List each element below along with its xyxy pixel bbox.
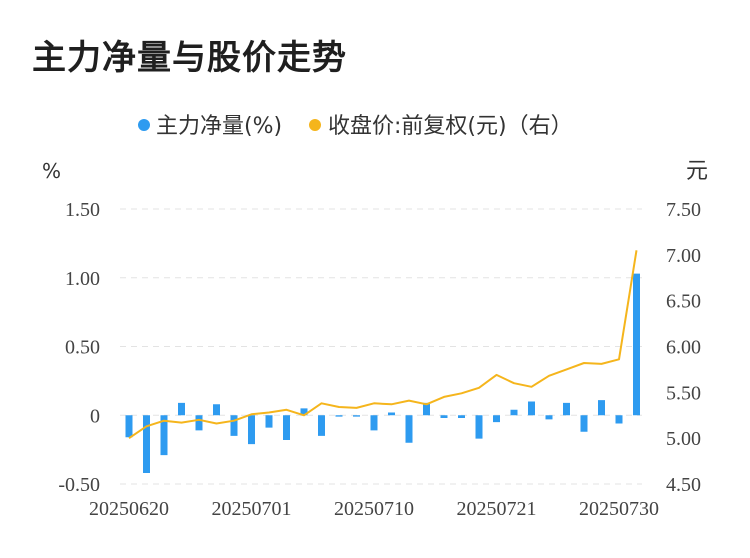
net-volume-bar	[248, 415, 255, 445]
legend-marker-net-volume	[138, 119, 150, 131]
net-volume-bar	[580, 415, 588, 432]
x-tick-label: 20250620	[89, 498, 169, 520]
net-volume-bar	[335, 415, 343, 417]
net-volume-bar	[283, 415, 290, 440]
net-volume-bar	[353, 415, 360, 417]
net-volume-bar	[545, 415, 553, 420]
net-volume-bar	[213, 404, 220, 416]
net-volume-bar	[370, 415, 378, 431]
x-axis-ticks: 20250620 20250701 20250710 20250721 20250730	[89, 498, 659, 520]
net-volume-bar	[178, 402, 185, 416]
net-volume-bar	[300, 408, 308, 416]
net-volume-bar	[160, 415, 168, 456]
x-tick-label: 20250730	[579, 498, 659, 520]
left-tick-label: 1.50	[65, 199, 100, 221]
x-tick-label: 20250721	[457, 498, 537, 520]
net-volume-bar	[230, 415, 238, 436]
net-volume-bar	[633, 273, 640, 416]
legend-label-close-price: 收盘价:前复权(元)（右）	[328, 114, 573, 139]
left-tick-label: 1.00	[65, 268, 100, 290]
net-volume-bar	[143, 415, 150, 473]
right-tick-label: 4.50	[666, 474, 701, 496]
net-volume-bar	[423, 402, 430, 416]
left-axis-unit: %	[42, 159, 61, 183]
right-tick-label: 5.00	[666, 428, 701, 450]
legend: 主力净量(%) 收盘价:前复权(元)（右）	[138, 114, 573, 139]
left-tick-label: 0	[90, 405, 100, 427]
net-volume-bar	[598, 400, 605, 416]
net-volume-bar	[475, 415, 483, 439]
net-volume-bar	[493, 415, 500, 423]
net-volume-bar	[510, 409, 518, 416]
close-price-line	[128, 250, 638, 440]
bar-series	[125, 273, 640, 473]
x-tick-label: 20250701	[212, 498, 292, 520]
right-tick-label: 7.00	[666, 245, 701, 267]
right-tick-label: 6.50	[666, 291, 701, 313]
chart-title: 主力净量与股价走势	[32, 38, 347, 78]
x-tick-label: 20250710	[334, 498, 414, 520]
left-tick-label: 0.50	[65, 337, 100, 359]
right-axis-ticks: 7.50 7.00 6.50 6.00 5.50 5.00 4.50	[666, 199, 701, 496]
right-tick-label: 7.50	[666, 199, 701, 221]
right-axis-unit: 元	[686, 159, 708, 184]
net-volume-bar	[125, 415, 133, 438]
net-volume-bar	[458, 415, 465, 418]
net-volume-bar	[265, 415, 273, 428]
net-volume-bar	[563, 402, 570, 416]
gridlines	[120, 208, 642, 485]
net-volume-bar	[318, 415, 325, 436]
legend-label-net-volume: 主力净量(%)	[156, 114, 282, 139]
net-volume-bar	[405, 415, 413, 443]
left-axis-ticks: 1.50 1.00 0.50 0 -0.50	[58, 199, 100, 496]
right-tick-label: 6.00	[666, 337, 701, 359]
net-volume-bar	[440, 415, 448, 418]
line-series	[128, 250, 638, 440]
net-volume-bar	[615, 415, 623, 424]
net-volume-bar	[195, 415, 203, 431]
legend-marker-close-price	[309, 119, 321, 131]
net-volume-bar	[388, 412, 395, 416]
right-tick-label: 5.50	[666, 382, 701, 404]
left-tick-label: -0.50	[58, 474, 100, 496]
net-volume-bar	[528, 401, 535, 416]
